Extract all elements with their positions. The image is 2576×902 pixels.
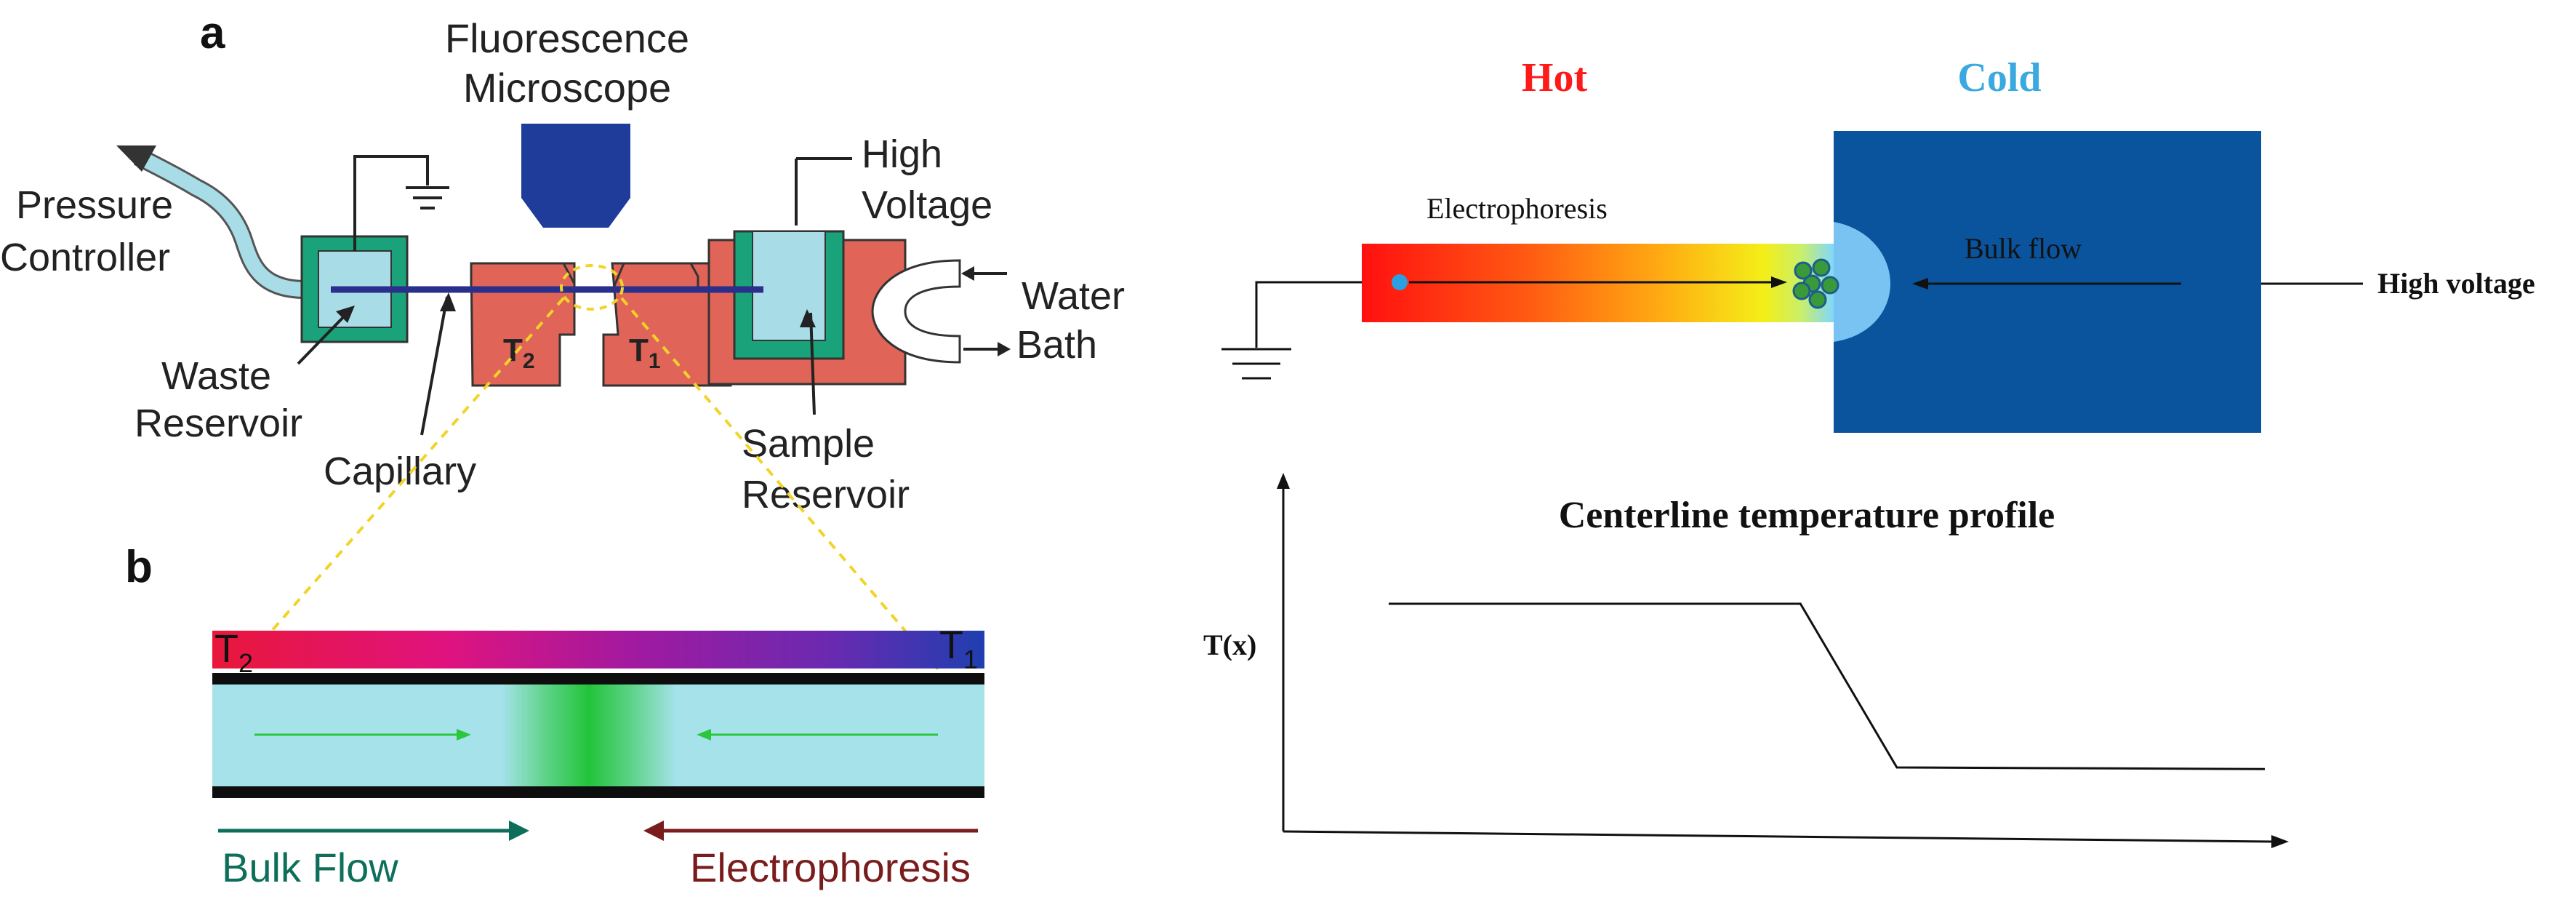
t2-gradient-sub: 2 — [238, 648, 253, 678]
particle — [1808, 290, 1827, 309]
panel-a: a Fluorescence Microscope Pressure Contr… — [0, 8, 1125, 671]
bulk-flow-label-right: Bulk flow — [1965, 232, 2082, 265]
microscope-objective — [521, 124, 630, 228]
electrophoresis-label: Electrophoresis — [690, 845, 971, 890]
particle-cluster — [1792, 258, 1839, 309]
t1-gradient-label: T — [939, 623, 963, 667]
block-t2 — [470, 262, 576, 387]
particle — [1794, 261, 1813, 280]
zoom-circle — [560, 264, 624, 311]
pressure-label-line1: Pressure — [16, 183, 173, 227]
sample-pointer-head — [800, 309, 816, 327]
t1-block-label: T — [629, 332, 649, 368]
cold-reservoir — [1834, 131, 2261, 433]
sample-pointer — [809, 312, 816, 415]
waste-label-line1: Waste — [161, 354, 271, 398]
temperature-gradient-bar — [212, 631, 984, 668]
single-particle — [1392, 274, 1408, 290]
svg-text:T1: T1 — [629, 332, 661, 373]
sample-label-line2: Reservoir — [742, 473, 910, 516]
microscope-label-line1: Fluorescence — [445, 15, 689, 61]
panel-b-label: b — [125, 542, 153, 592]
bulk-flow-arrowhead-right — [1912, 278, 1928, 290]
t1-gradient-sub: 1 — [963, 644, 978, 674]
focused-band — [502, 685, 676, 786]
t2-block-sub: 2 — [523, 349, 535, 373]
pressure-arrowhead — [116, 145, 156, 172]
water-label-line2: Bath — [1016, 323, 1097, 367]
water-arrow-out-head — [998, 342, 1011, 356]
svg-text:T2: T2 — [214, 627, 253, 678]
bulk-flow-label: Bulk Flow — [222, 845, 398, 890]
capillary-wall-top — [212, 673, 984, 685]
water-label-line1: Water — [1022, 274, 1125, 318]
t1-block-sub: 1 — [649, 349, 661, 373]
temperature-profile-chart: Centerline temperature profile T(x) — [1203, 473, 2289, 848]
electrophoresis-arrowhead-right — [1771, 276, 1787, 288]
waste-pointer — [297, 311, 349, 365]
cold-label: Cold — [1957, 55, 2041, 100]
y-axis-arrowhead — [1277, 473, 1290, 489]
electrophoresis-arrowhead — [643, 821, 664, 841]
temperature-profile-line — [1389, 602, 2266, 770]
capillary-pointer-head — [440, 292, 456, 311]
capillary-tip-bulge — [1834, 222, 1890, 342]
sample-label-line1: Sample — [742, 422, 875, 466]
electrophoresis-label-right: Electrophoresis — [1427, 192, 1608, 225]
particle — [1821, 276, 1839, 295]
zoom-line-right — [620, 297, 939, 671]
hv-label-line2: Voltage — [862, 183, 992, 227]
ground-wire-right — [1255, 281, 1362, 348]
capillary-pointer — [420, 296, 449, 436]
water-bath-arc — [871, 259, 961, 364]
particle — [1812, 258, 1831, 277]
waste-pointer-head — [336, 306, 355, 323]
panel-b: b T2 T1 Bulk Flow Electrophoresis — [125, 542, 984, 890]
water-arrow-in-head — [961, 266, 974, 281]
y-axis-label: T(x) — [1203, 628, 1256, 661]
capillary-label: Capillary — [324, 450, 476, 493]
microscope-label-line2: Microscope — [463, 65, 671, 111]
bulk-flow-inner-arrowhead — [457, 729, 471, 741]
right-schematic: Hot Cold Electrophoresis Bulk flow High … — [1221, 55, 2535, 433]
pressure-tube-fill — [135, 150, 306, 297]
particle — [1792, 282, 1811, 300]
pressure-label-line2: Controller — [0, 236, 170, 279]
t2-gradient-label: T — [214, 627, 238, 671]
capillary-wall-bottom — [212, 786, 984, 798]
ground-wire — [353, 155, 429, 251]
waste-label-line2: Reservoir — [135, 402, 302, 445]
bulk-flow-arrowhead — [509, 821, 529, 841]
chart-title: Centerline temperature profile — [1559, 495, 2055, 536]
x-axis-arrowhead — [2271, 835, 2289, 848]
x-axis — [1283, 830, 2273, 843]
hot-label: Hot — [1522, 55, 1588, 100]
hv-label-line1: High — [862, 132, 942, 176]
svg-text:T1: T1 — [939, 623, 978, 674]
sample-reservoir-liquid — [752, 231, 826, 341]
electrophoresis-inner-arrowhead — [697, 729, 711, 741]
panel-a-label: a — [200, 8, 225, 58]
high-voltage-label: High voltage — [2378, 267, 2535, 300]
